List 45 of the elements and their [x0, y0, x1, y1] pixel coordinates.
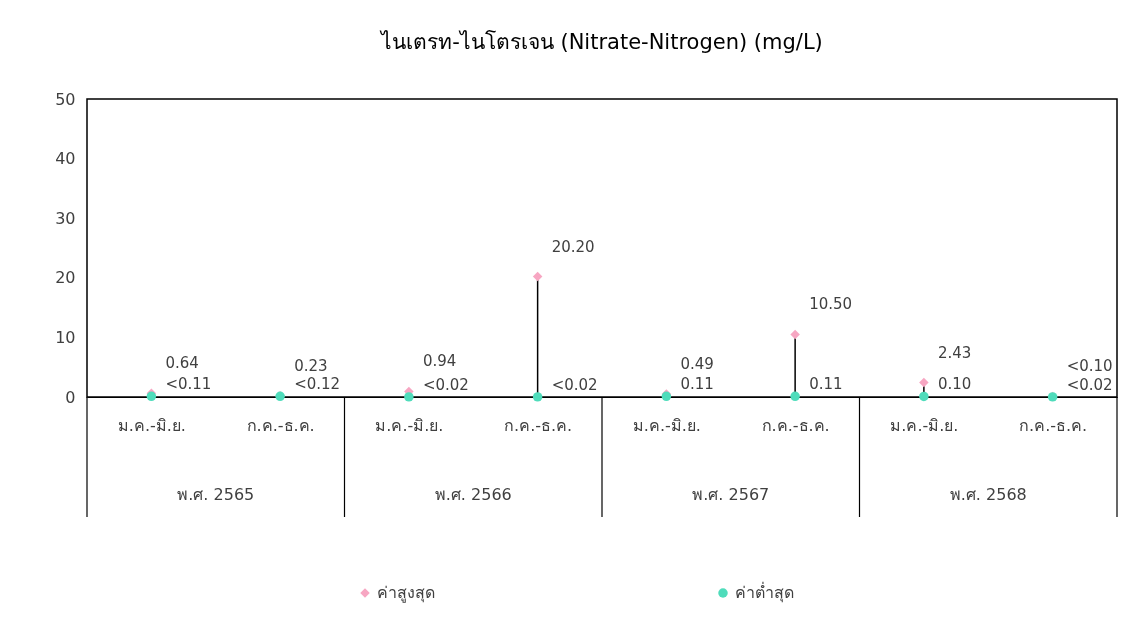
- x-tick-label: ม.ค.-มิ.ย.: [117, 415, 186, 435]
- x-tick-label: ม.ค.-มิ.ย.: [632, 415, 701, 435]
- y-tick-label: 0: [65, 387, 76, 407]
- data-label: <0.10: [1066, 357, 1113, 376]
- data-label: 0.49: [680, 355, 714, 374]
- point: [146, 391, 157, 402]
- point: [790, 391, 800, 402]
- x-tick-label: ก.ค.-ธ.ค.: [246, 415, 315, 435]
- text: พ.ศ. 2566: [434, 485, 512, 504]
- legend-label: ค่าต่ำสุด: [735, 581, 794, 603]
- x-tick-label: ก.ค.-ธ.ค.: [761, 415, 830, 435]
- y-tick-label: 10: [55, 327, 76, 347]
- point: [404, 392, 414, 402]
- data-label: <0.02: [422, 375, 469, 394]
- legend-label: ค่าสูงสุด: [377, 583, 435, 603]
- y-tick-label: 30: [55, 208, 76, 228]
- data-label: 0.10: [937, 375, 972, 394]
- data-label: 0.94: [422, 352, 457, 371]
- data-label: 2.43: [937, 343, 972, 362]
- data-label: <0.12: [294, 375, 341, 394]
- point: [532, 271, 543, 282]
- data-label: <0.02: [551, 375, 598, 394]
- x-tick-label: ม.ค.-มิ.ย.: [375, 415, 444, 435]
- data-label: 0.64: [165, 354, 199, 373]
- text: พ.ศ. 2568: [949, 485, 1027, 504]
- point: [919, 377, 929, 388]
- point: [532, 392, 543, 402]
- data-label: 0.11: [809, 375, 843, 394]
- x-tick-label: ม.ค.-มิ.ย.: [890, 415, 959, 435]
- x-tick-label: ก.ค.-ธ.ค.: [504, 415, 573, 435]
- x-tick-label: ก.ค.-ธ.ค.: [1019, 415, 1088, 435]
- data-label: <0.02: [1066, 375, 1113, 394]
- y-tick-label: 20: [55, 268, 76, 288]
- data-label: 20.20: [551, 237, 595, 256]
- y-tick-label: 40: [55, 149, 76, 169]
- data-label: 0.23: [294, 356, 328, 375]
- data-label: 0.11: [680, 375, 714, 394]
- point: [919, 391, 929, 402]
- text: พ.ศ. 2567: [692, 485, 770, 504]
- point: [790, 329, 800, 340]
- text: พ.ศ. 2565: [177, 485, 255, 504]
- data-label: 10.50: [809, 295, 853, 314]
- y-tick-label: 50: [55, 89, 76, 109]
- chart-title: ไนเตรท-ไนโตรเจน (Nitrate-Nitrogen) (mg/L): [379, 30, 823, 54]
- data-label: <0.11: [165, 375, 212, 394]
